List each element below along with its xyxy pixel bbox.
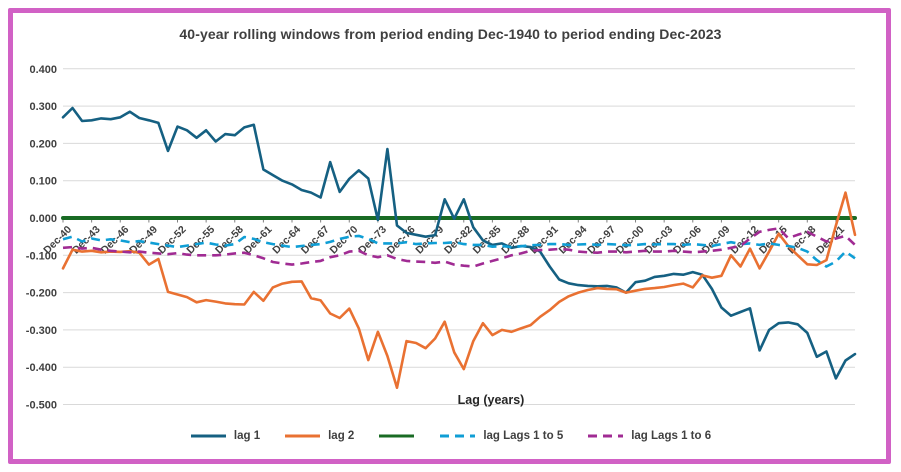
y-axis-tick-label: -0.400 bbox=[26, 362, 57, 374]
legend-label: lag Lags 1 to 6 bbox=[631, 430, 712, 442]
y-axis-tick-label: -0.300 bbox=[26, 325, 57, 337]
series-line-lag-2 bbox=[61, 191, 857, 390]
y-axis-tick-label: 0.000 bbox=[29, 213, 57, 225]
y-axis-tick-label: 0.100 bbox=[29, 176, 57, 188]
series-line-lag-lags-1-to-5 bbox=[62, 234, 856, 268]
legend-label: lag Lags 1 to 5 bbox=[483, 430, 564, 442]
legend-item-lag-1: lag 1 bbox=[190, 430, 260, 442]
y-axis-tick-label: 0.300 bbox=[29, 101, 57, 113]
x-axis-tick-label: Dec-64 bbox=[270, 224, 303, 257]
legend-label: lag 2 bbox=[328, 430, 355, 442]
chart-border-frame bbox=[8, 8, 891, 464]
x-axis-tick-label: Dec-40 bbox=[41, 224, 74, 257]
legend: lag 1 lag 2 lag Lags 1 to 5 lag Lags 1 to 6 bbox=[0, 430, 901, 442]
y-axis-tick-label: -0.500 bbox=[26, 400, 57, 412]
legend-item-lag-lags-1-to-5: lag Lags 1 to 5 bbox=[439, 430, 563, 442]
x-axis-tick-label: Dec-18 bbox=[786, 224, 819, 257]
legend-item-lag-2: lag 2 bbox=[284, 430, 354, 442]
x-axis-tick-label: Dec-52 bbox=[156, 224, 189, 257]
x-axis-tick-label: Dec-67 bbox=[299, 224, 332, 257]
y-axis-tick-label: -0.200 bbox=[26, 288, 57, 300]
series-line-lag-1 bbox=[61, 106, 857, 380]
x-axis-tick-label: Dec-91 bbox=[528, 224, 561, 257]
legend-swatch bbox=[379, 434, 415, 438]
legend-item-lag-lags-1-to-6: lag Lags 1 to 6 bbox=[587, 430, 711, 442]
x-axis-tick-label: Dec-82 bbox=[442, 224, 475, 257]
chart-title: 40-year rolling windows from period endi… bbox=[179, 26, 722, 42]
y-axis-tick-label: 0.200 bbox=[29, 138, 57, 150]
legend-swatch bbox=[588, 434, 624, 438]
legend-swatch bbox=[285, 434, 321, 438]
x-axis-tick-label: Dec-55 bbox=[184, 224, 217, 257]
legend-item-zero bbox=[378, 432, 415, 440]
y-axis-tick-label: -0.100 bbox=[26, 250, 57, 262]
x-axis-tick-label: Dec-79 bbox=[413, 224, 446, 257]
legend-swatch bbox=[190, 434, 226, 438]
x-axis-title: Lag (years) bbox=[457, 393, 525, 407]
legend-swatch bbox=[440, 434, 476, 438]
legend-label: lag 1 bbox=[233, 430, 261, 442]
y-axis-tick-label: 0.400 bbox=[29, 64, 57, 76]
x-axis-tick-label: Dec-12 bbox=[728, 224, 761, 257]
